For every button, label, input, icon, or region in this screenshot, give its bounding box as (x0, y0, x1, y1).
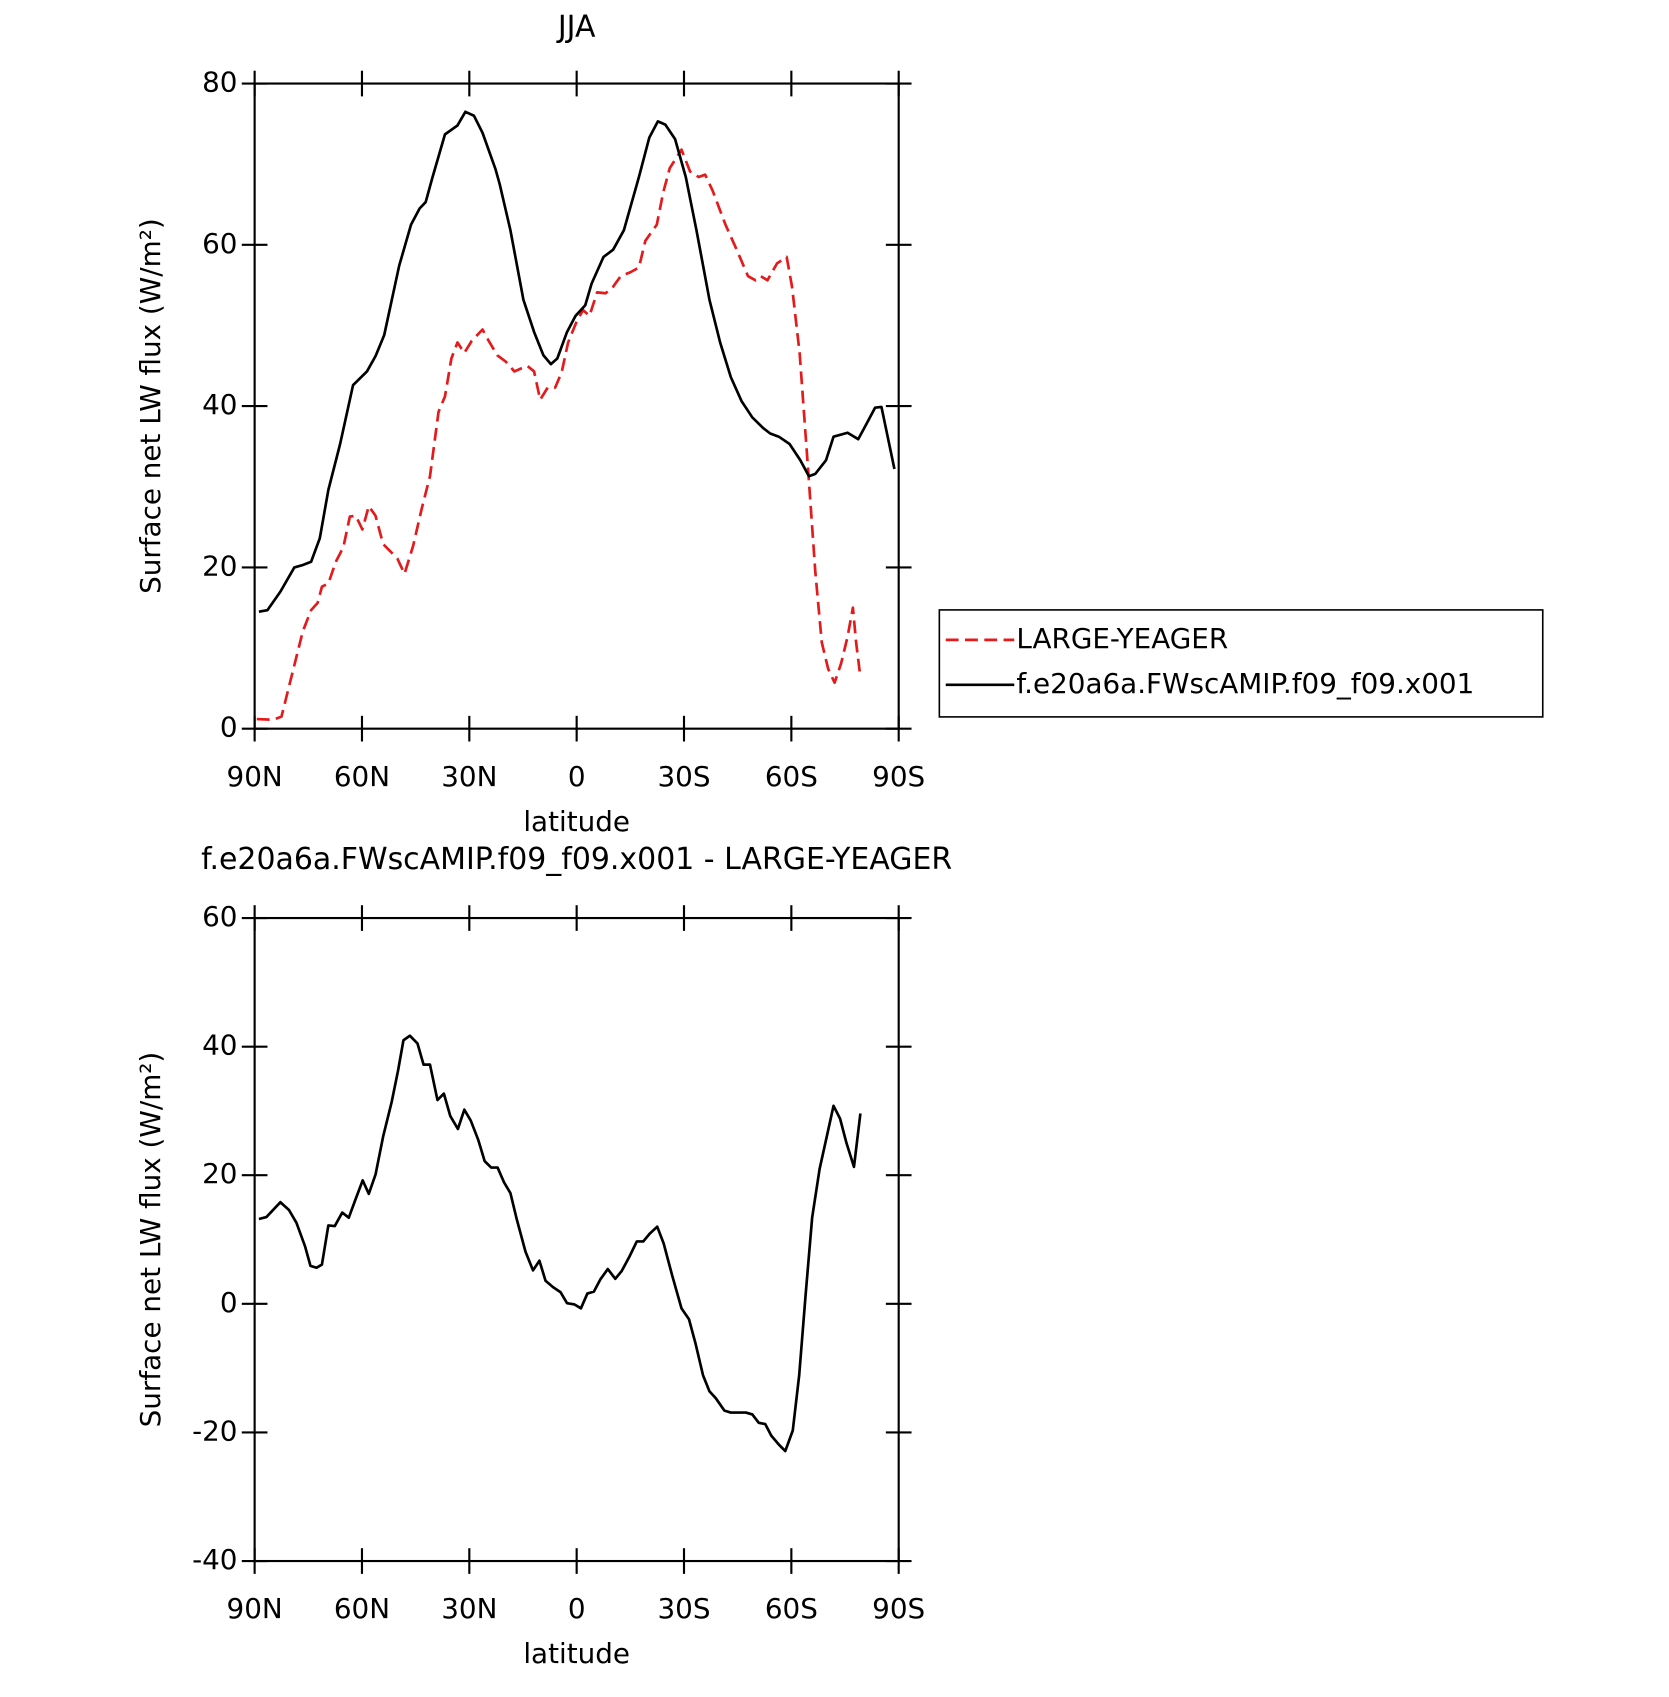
x-tick-label: 30S (657, 760, 710, 793)
plot-frame (253, 82, 900, 730)
y-tick-label: 40 (202, 1029, 237, 1062)
data-line (258, 110, 896, 614)
y-tick-label: 80 (202, 66, 237, 99)
plot-frame (253, 916, 900, 1563)
x-tick-label: 60N (334, 760, 390, 793)
x-tick-label: 60S (765, 1592, 818, 1625)
legend-label: LARGE-YEAGER (1016, 622, 1228, 655)
y-tick-label: 20 (202, 549, 237, 582)
x-tick-label: 0 (568, 760, 586, 793)
y-tick-label: 60 (202, 227, 237, 260)
x-axis-label: latitude (523, 805, 630, 838)
y-axis-label: Surface net LW flux (W/m²) (134, 218, 167, 594)
legend-box (938, 609, 1544, 718)
x-tick-label: 30S (657, 1592, 710, 1625)
y-tick-label: -40 (192, 1543, 237, 1576)
y-axis-label: Surface net LW flux (W/m²) (134, 1052, 167, 1428)
x-tick-label: 60S (765, 760, 818, 793)
chart-title: JJA (556, 9, 596, 44)
x-tick-label: 30N (441, 760, 497, 793)
data-line (256, 148, 862, 722)
chart-title: f.e20a6a.FWscAMIP.f09_f09.x001 - LARGE-Y… (201, 842, 952, 877)
y-tick-label: 40 (202, 388, 237, 421)
legend-label: f.e20a6a.FWscAMIP.f09_f09.x001 (1016, 667, 1474, 700)
y-tick-label: -20 (192, 1414, 237, 1447)
x-axis-label: latitude (523, 1637, 630, 1670)
x-tick-label: 90S (872, 760, 925, 793)
y-tick-label: 0 (220, 711, 238, 744)
y-tick-label: 60 (202, 900, 237, 933)
x-tick-label: 0 (568, 1592, 586, 1625)
x-tick-label: 30N (441, 1592, 497, 1625)
y-tick-label: 0 (220, 1286, 238, 1319)
x-tick-label: 90N (227, 1592, 283, 1625)
x-tick-label: 90N (227, 760, 283, 793)
x-tick-label: 60N (334, 1592, 390, 1625)
x-tick-label: 90S (872, 1592, 925, 1625)
y-tick-label: 20 (202, 1157, 237, 1190)
data-line (258, 1034, 862, 1453)
